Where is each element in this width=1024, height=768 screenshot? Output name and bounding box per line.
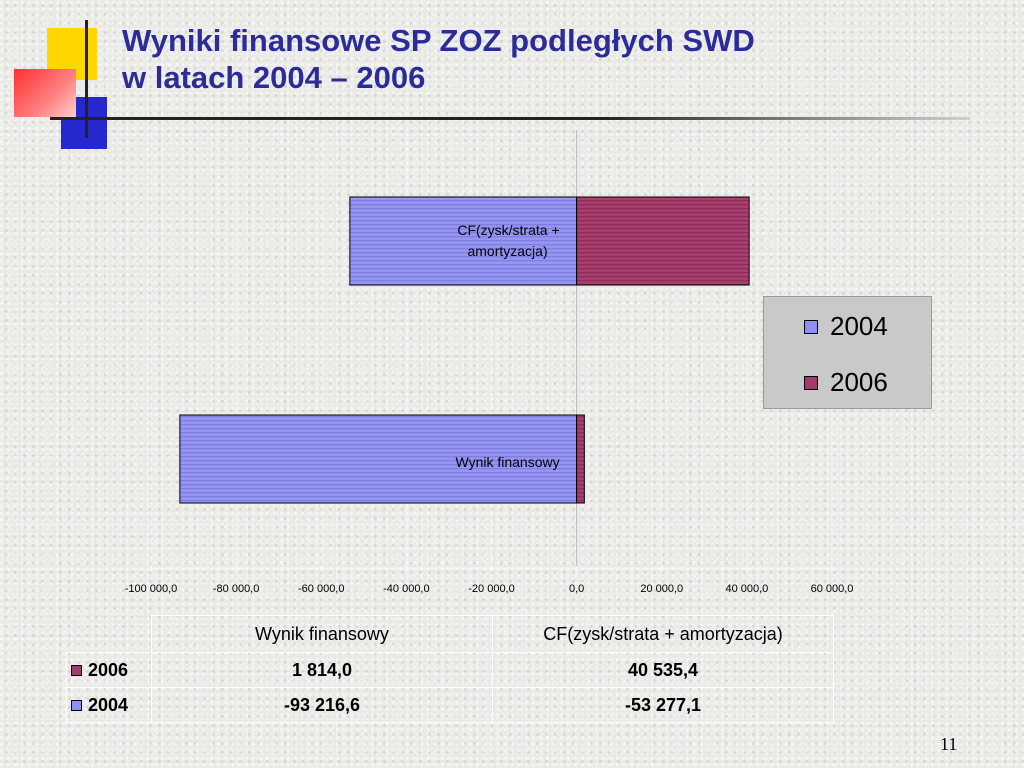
slide-title: Wyniki finansowe SP ZOZ podległych SWD w… [122, 22, 755, 96]
table-col-header: CF(zysk/strata + amortyzacja) [492, 615, 834, 653]
category-label-cf-line1: CF(zysk/strata + [457, 222, 559, 238]
table-cell: -53 277,1 [492, 687, 834, 723]
x-tick-label: 0,0 [569, 583, 584, 595]
row-swatch-2004 [71, 700, 82, 712]
title-line-1: Wyniki finansowe SP ZOZ podległych SWD [122, 23, 755, 58]
deco-red-square [14, 69, 76, 117]
data-table: Wynik finansowy CF(zysk/strata + amortyz… [66, 615, 834, 723]
x-tick-label: -40 000,0 [383, 583, 429, 595]
chart-bars [179, 196, 750, 504]
legend-item-2004: 2004 [804, 311, 888, 342]
table-row-header: 2004 [66, 687, 152, 723]
row-label: 2004 [88, 694, 129, 715]
row-label: 2006 [88, 659, 129, 680]
page-number: 11 [940, 734, 958, 754]
x-tick-label: 20 000,0 [640, 583, 683, 595]
title-line-2: w latach 2004 – 2006 [122, 60, 426, 95]
category-label-cf-line2: amortyzacja) [467, 243, 547, 259]
x-axis: -100 000,0 -80 000,0 -60 000,0 -40 000,0 -20… [125, 566, 854, 595]
table-row-header: 2006 [66, 652, 152, 688]
table-row: 2004 -93 216,6 -53 277,1 [66, 687, 834, 723]
table-cell: 1 814,0 [151, 652, 493, 688]
legend-label-2006: 2006 [830, 367, 888, 397]
category-label-wynik: Wynik finansowy [455, 454, 559, 470]
table-row: 2006 1 814,0 40 535,4 [66, 652, 834, 688]
bar-2006-wynik [576, 414, 585, 504]
legend-item-2006: 2006 [804, 367, 888, 398]
category-labels: Wynik finansowy CF(zysk/strata + amortyzac… [455, 222, 559, 470]
row-swatch-2006 [71, 665, 82, 677]
bar-2004-cf [349, 196, 578, 286]
table-col-header: Wynik finansowy [151, 615, 493, 653]
legend-swatch-2004 [804, 319, 818, 334]
bar-2006-cf [576, 196, 750, 286]
x-tick-label: -60 000,0 [298, 583, 344, 595]
table-corner [66, 615, 152, 653]
deco-vertical-line [85, 20, 88, 138]
title-rule [50, 117, 970, 120]
table-header-row: Wynik finansowy CF(zysk/strata + amortyz… [66, 615, 834, 653]
chart-legend: 2004 2006 [763, 296, 932, 409]
legend-swatch-2006 [804, 375, 818, 390]
legend-label-2004: 2004 [830, 311, 888, 341]
table-cell: 40 535,4 [492, 652, 834, 688]
bar-2004-wynik [179, 414, 578, 504]
table-cell: -93 216,6 [151, 687, 493, 723]
x-tick-label: -100 000,0 [125, 583, 178, 595]
x-tick-label: -20 000,0 [468, 583, 514, 595]
x-tick-label: 40 000,0 [725, 583, 768, 595]
x-tick-label: 60 000,0 [811, 583, 854, 595]
x-tick-label: -80 000,0 [213, 583, 259, 595]
